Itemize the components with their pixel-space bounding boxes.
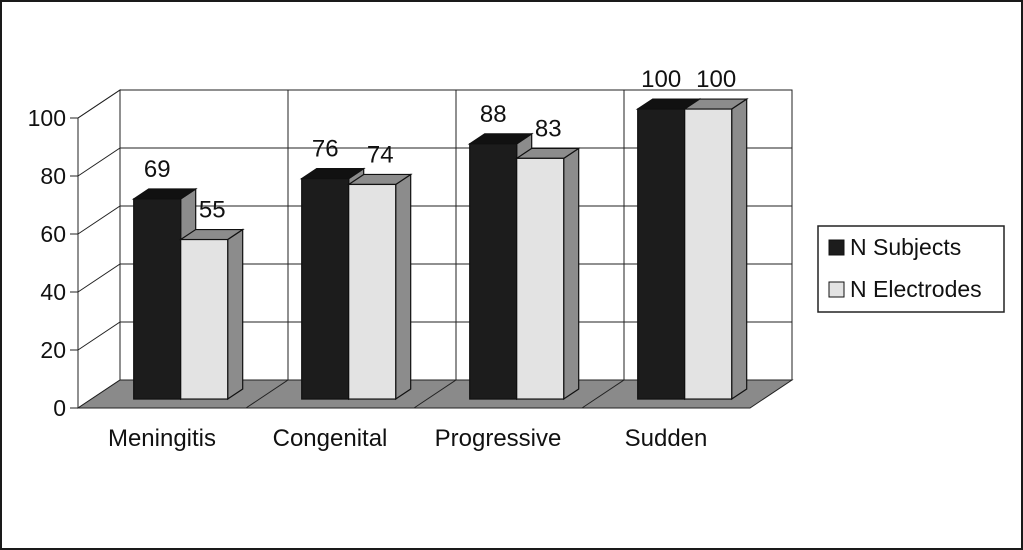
floor-divider	[413, 379, 457, 409]
bar-front	[133, 198, 182, 400]
bar-n-electrodes-progressive	[514, 147, 581, 401]
y-tick-label: 60	[40, 221, 66, 247]
legend-swatch	[828, 281, 845, 298]
bar-front	[469, 143, 518, 400]
legend[interactable]: N Subjects N Electrodes	[817, 225, 1005, 313]
bar-side	[731, 97, 748, 401]
bar-front	[301, 178, 350, 400]
data-label: 100	[641, 66, 681, 93]
data-label: 74	[367, 141, 394, 168]
legend-label: N Subjects	[850, 234, 961, 260]
data-labels: 69 55 76 74 88 83 100 100	[144, 66, 736, 224]
x-axis: Meningitis Congenital Progressive Sudden	[108, 425, 707, 452]
x-tick-label: Meningitis	[108, 425, 216, 452]
x-tick-label: Sudden	[625, 425, 708, 452]
legend-box	[817, 225, 1005, 313]
data-label: 55	[199, 197, 226, 224]
data-label: 100	[696, 66, 736, 93]
y-tick-label: 40	[40, 279, 66, 305]
floor-divider	[245, 379, 289, 409]
bar-n-electrodes-meningitis	[178, 228, 245, 401]
chart-floor	[76, 379, 794, 409]
bar-n-electrodes-congenital	[346, 173, 413, 401]
bar-front	[516, 157, 565, 400]
y-axis: 0 20 40 60 80 100	[28, 105, 79, 421]
data-label: 83	[535, 115, 562, 142]
data-label: 76	[312, 136, 339, 163]
side-wall	[77, 89, 121, 409]
bar-side	[395, 173, 412, 401]
bar-n-electrodes-sudden	[682, 97, 749, 401]
bar-front	[684, 108, 733, 400]
legend-label: N Electrodes	[850, 276, 982, 302]
x-tick-label: Progressive	[435, 425, 562, 452]
y-tick-label: 100	[28, 105, 66, 131]
bars	[131, 97, 749, 401]
floor-divider	[581, 379, 625, 409]
y-tick-label: 20	[40, 337, 66, 363]
x-tick-label: Congenital	[273, 425, 388, 452]
data-label: 69	[144, 156, 171, 183]
legend-swatch	[828, 239, 845, 256]
bar-side	[227, 228, 244, 401]
y-tick-label: 0	[53, 395, 66, 421]
bar-side	[563, 147, 580, 401]
y-tick-label: 80	[40, 163, 66, 189]
bar-front	[180, 238, 229, 400]
data-label: 88	[480, 101, 507, 128]
bar-front	[348, 183, 397, 400]
bar-front	[637, 108, 686, 400]
